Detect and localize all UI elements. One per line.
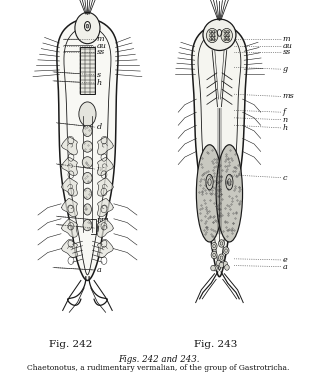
Ellipse shape <box>86 24 89 28</box>
Polygon shape <box>62 219 77 237</box>
Ellipse shape <box>83 220 92 231</box>
Ellipse shape <box>207 28 218 43</box>
Ellipse shape <box>213 265 217 271</box>
Ellipse shape <box>211 242 217 250</box>
Text: m: m <box>97 35 104 43</box>
Text: h: h <box>282 124 288 132</box>
Text: nm: nm <box>97 216 110 224</box>
Polygon shape <box>98 157 113 175</box>
Ellipse shape <box>216 145 243 242</box>
FancyBboxPatch shape <box>90 47 94 94</box>
Ellipse shape <box>223 247 229 254</box>
Text: d: d <box>97 123 102 131</box>
Ellipse shape <box>79 102 96 126</box>
Text: au: au <box>97 42 107 50</box>
Bar <box>80 47 95 94</box>
Text: ss: ss <box>282 47 291 56</box>
FancyBboxPatch shape <box>80 47 85 94</box>
Polygon shape <box>98 199 113 217</box>
Ellipse shape <box>225 265 229 270</box>
Text: g: g <box>282 65 288 73</box>
Ellipse shape <box>218 254 224 261</box>
Polygon shape <box>62 178 77 196</box>
Text: au: au <box>282 42 292 50</box>
Ellipse shape <box>211 251 217 259</box>
Ellipse shape <box>219 262 224 268</box>
Text: f: f <box>282 108 285 116</box>
Text: a: a <box>97 266 101 274</box>
Text: f: f <box>97 224 100 232</box>
Text: ss: ss <box>97 47 105 56</box>
Text: ms: ms <box>282 92 294 101</box>
Ellipse shape <box>196 145 223 242</box>
Polygon shape <box>62 137 77 155</box>
Text: Chaetonotus, a rudimentary vermalian, of the group of Gastrotricha.: Chaetonotus, a rudimentary vermalian, of… <box>27 364 290 372</box>
Text: n: n <box>282 116 288 124</box>
Ellipse shape <box>218 240 224 247</box>
Polygon shape <box>62 157 77 175</box>
Ellipse shape <box>223 261 227 267</box>
Ellipse shape <box>83 125 92 137</box>
Text: Fig. 243: Fig. 243 <box>194 340 238 349</box>
Ellipse shape <box>82 141 93 152</box>
Text: e: e <box>282 256 287 264</box>
Polygon shape <box>98 137 113 155</box>
FancyBboxPatch shape <box>85 47 89 94</box>
Polygon shape <box>98 219 113 237</box>
Text: nc: nc <box>97 165 106 173</box>
Text: Figs. 242 and 243.: Figs. 242 and 243. <box>118 355 199 364</box>
Polygon shape <box>62 199 77 217</box>
Text: h: h <box>97 79 102 87</box>
Text: a: a <box>282 263 287 271</box>
Ellipse shape <box>203 19 236 50</box>
Text: s: s <box>97 71 101 79</box>
Text: Fig. 242: Fig. 242 <box>49 340 93 349</box>
Ellipse shape <box>216 260 221 266</box>
Ellipse shape <box>82 157 93 168</box>
Ellipse shape <box>83 188 91 199</box>
Polygon shape <box>192 24 247 277</box>
Ellipse shape <box>221 28 232 43</box>
Polygon shape <box>98 240 113 258</box>
Ellipse shape <box>75 12 100 44</box>
Ellipse shape <box>211 265 215 271</box>
Polygon shape <box>98 178 113 196</box>
Polygon shape <box>62 240 77 258</box>
Text: c: c <box>282 174 287 182</box>
Ellipse shape <box>83 172 92 184</box>
Text: m: m <box>282 35 290 43</box>
Polygon shape <box>57 19 118 280</box>
Ellipse shape <box>83 204 91 215</box>
